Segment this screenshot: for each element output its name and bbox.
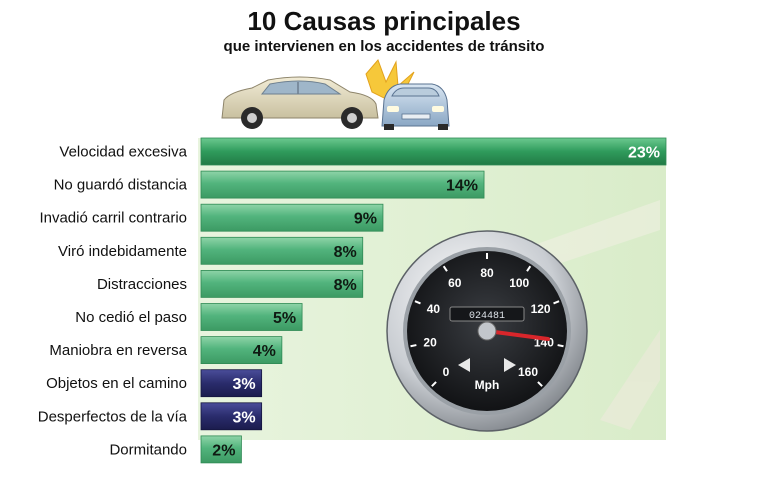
category-label: No cedió el paso bbox=[75, 309, 187, 326]
bar-5 bbox=[200, 269, 364, 298]
speed-tick-mark bbox=[526, 265, 532, 272]
turn-right-arrow-icon bbox=[504, 358, 516, 372]
needle-hub bbox=[477, 321, 497, 341]
bar-1 bbox=[200, 137, 667, 166]
turn-left-arrow-icon bbox=[458, 358, 470, 372]
bar-6 bbox=[200, 303, 303, 331]
category-label: Dormitando bbox=[109, 441, 187, 458]
speed-tick-mark bbox=[431, 381, 437, 387]
value-label: 23% bbox=[628, 145, 660, 162]
chart-title: 10 Causas principales bbox=[247, 6, 521, 36]
bars-group bbox=[200, 137, 667, 464]
value-label: 2% bbox=[212, 442, 235, 459]
crash-illustration bbox=[221, 59, 450, 130]
speed-tick-mark bbox=[537, 381, 543, 387]
category-label: Maniobra en reversa bbox=[49, 342, 187, 359]
value-labels-group: 23% 14% 9% 8% 8% 5% 4% 3% 3% 2% bbox=[212, 145, 660, 460]
value-label: 4% bbox=[253, 343, 276, 360]
value-label: 8% bbox=[334, 277, 357, 294]
value-label: 8% bbox=[334, 244, 357, 261]
category-label: Velocidad excesiva bbox=[59, 144, 187, 161]
value-label: 3% bbox=[233, 409, 256, 426]
category-label: No guardó distancia bbox=[54, 177, 188, 194]
speed-tick-label: 60 bbox=[448, 276, 462, 290]
speed-tick-label: 0 bbox=[443, 365, 450, 379]
road-illustration bbox=[520, 200, 660, 430]
category-label: Viró indebidamente bbox=[58, 243, 187, 260]
front-car-icon bbox=[381, 83, 450, 130]
speed-tick-mark bbox=[414, 300, 421, 305]
bar-8 bbox=[200, 369, 263, 398]
category-label: Invadió carril contrario bbox=[39, 210, 187, 227]
speed-tick-label: 40 bbox=[427, 302, 441, 316]
speed-tick-label: 80 bbox=[480, 266, 494, 280]
odometer-reading: 024481 bbox=[469, 311, 505, 322]
speedometer-needle bbox=[485, 329, 550, 341]
speed-tick-mark bbox=[553, 300, 560, 305]
speed-tick-label: 20 bbox=[423, 335, 437, 349]
value-label: 3% bbox=[233, 376, 256, 393]
speed-tick-mark bbox=[410, 344, 417, 348]
category-label: Objetos en el camino bbox=[46, 375, 187, 392]
odometer-window bbox=[449, 306, 525, 322]
value-label: 5% bbox=[273, 310, 296, 327]
bar-2 bbox=[200, 170, 485, 199]
value-label: 9% bbox=[354, 211, 377, 228]
category-label: Desperfectos de la vía bbox=[38, 408, 188, 425]
category-labels-group: Velocidad excesiva No guardó distancia Inv… bbox=[38, 144, 188, 459]
speed-tick-mark bbox=[442, 265, 448, 272]
bar-4 bbox=[200, 236, 364, 265]
speed-tick-mark bbox=[557, 344, 564, 348]
category-label: Distracciones bbox=[97, 276, 187, 293]
chart-subtitle: que intervienen en los accidentes de trá… bbox=[223, 38, 545, 55]
speed-tick-label: 160 bbox=[518, 365, 538, 379]
speed-unit-label: Mph bbox=[475, 378, 500, 392]
sedan-car-icon bbox=[221, 76, 379, 129]
speed-tick-label: 120 bbox=[531, 302, 551, 316]
speed-tick-label: 100 bbox=[509, 276, 529, 290]
bar-10 bbox=[200, 435, 242, 464]
value-label: 14% bbox=[446, 178, 478, 195]
bar-9 bbox=[200, 402, 263, 431]
bar-7 bbox=[200, 336, 283, 365]
bar-3 bbox=[200, 203, 384, 232]
